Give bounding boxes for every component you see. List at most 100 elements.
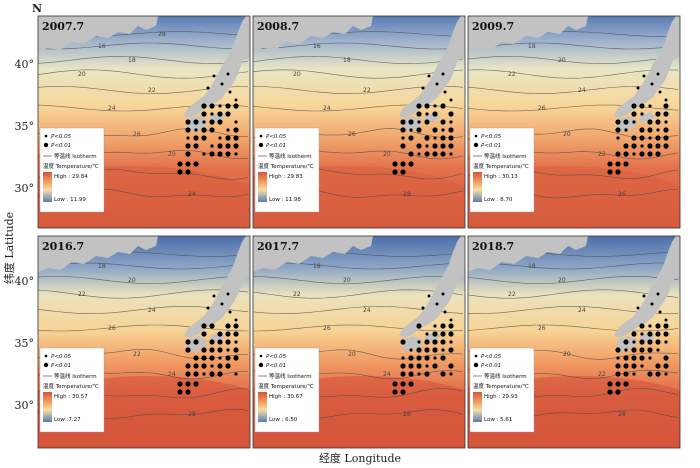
significance-dot bbox=[607, 381, 613, 387]
significance-dot bbox=[655, 135, 661, 141]
significance-dot bbox=[233, 135, 239, 141]
significance-dot bbox=[201, 323, 207, 329]
lat-tick-label: 35° bbox=[15, 120, 35, 133]
significance-dot bbox=[623, 355, 629, 361]
significance-dot bbox=[400, 371, 406, 377]
significance-dot bbox=[449, 120, 453, 124]
significance-dot bbox=[408, 381, 414, 387]
significance-dot bbox=[408, 355, 414, 361]
significance-dot bbox=[425, 144, 429, 148]
significance-dot bbox=[639, 355, 645, 361]
significance-dot bbox=[656, 72, 660, 76]
isotherm-line bbox=[468, 56, 679, 64]
isotherm-label: 20 bbox=[168, 151, 176, 158]
significance-dot bbox=[448, 127, 454, 133]
significance-dot bbox=[642, 294, 646, 298]
isotherm-label: 18 bbox=[528, 43, 536, 50]
significance-dot bbox=[417, 340, 421, 344]
isotherm-line bbox=[38, 324, 249, 332]
significance-dot bbox=[441, 348, 445, 352]
significance-dot bbox=[655, 151, 661, 157]
significance-dot bbox=[234, 372, 238, 376]
significance-dot bbox=[400, 143, 406, 149]
legend-low: Low : 8.70 bbox=[484, 197, 513, 203]
isotherm-line bbox=[253, 276, 464, 284]
legend-p005: P<0.05 bbox=[481, 354, 502, 360]
significance-dot bbox=[424, 355, 430, 361]
panel-frame bbox=[37, 235, 251, 449]
significance-dot bbox=[636, 86, 640, 90]
legend: P<0.05 P<0.01 等温线 Isotherm 温度 Temperature/℃… bbox=[469, 127, 535, 213]
significance-dots bbox=[392, 292, 454, 395]
significance-dot bbox=[631, 331, 637, 337]
isotherm-line bbox=[253, 324, 464, 332]
significance-dot bbox=[615, 381, 621, 387]
significance-dot bbox=[177, 381, 183, 387]
isotherm-label: 18 bbox=[528, 263, 536, 270]
legend: P<0.05 P<0.01 等温线 Isotherm 温度 Temperature/℃… bbox=[254, 347, 320, 433]
significance-dot bbox=[209, 103, 215, 109]
significance-dot bbox=[416, 143, 422, 149]
significance-dot bbox=[449, 340, 453, 344]
significance-dot bbox=[440, 151, 446, 157]
isotherm-label: 20 bbox=[293, 71, 301, 78]
significance-dot bbox=[233, 143, 239, 149]
legend-isotherm: 等温线 Isotherm bbox=[484, 372, 527, 380]
significance-dot bbox=[201, 111, 207, 117]
significance-dot bbox=[441, 292, 445, 296]
significance-dot bbox=[663, 111, 669, 117]
panel-year-label: 2017.7 bbox=[257, 240, 299, 253]
panel-year-label: 2018.7 bbox=[472, 240, 514, 253]
significance-dot bbox=[655, 323, 661, 329]
significance-dot bbox=[443, 310, 447, 314]
significance-dot bbox=[401, 356, 405, 360]
significance-dot bbox=[234, 340, 238, 344]
significance-dot bbox=[193, 339, 199, 345]
significance-dot bbox=[209, 355, 215, 361]
significance-dot bbox=[177, 389, 183, 395]
isotherm-label: 22 bbox=[508, 71, 516, 78]
significance-dot bbox=[193, 363, 199, 369]
legend-dot-small bbox=[474, 354, 478, 358]
significance-dot bbox=[401, 136, 405, 140]
isotherm-label: 28 bbox=[618, 411, 626, 418]
legend-low: Low :7.27 bbox=[54, 417, 81, 423]
significance-dot bbox=[209, 371, 215, 377]
significance-dot bbox=[432, 127, 438, 133]
significance-dot bbox=[440, 119, 446, 125]
significance-dot bbox=[440, 355, 446, 361]
significance-dot bbox=[440, 135, 446, 141]
significance-dot bbox=[392, 161, 398, 167]
legend-color-ramp bbox=[473, 392, 482, 422]
significance-dot bbox=[448, 135, 454, 141]
significance-dot bbox=[631, 103, 637, 109]
significance-dot bbox=[448, 323, 454, 329]
significance-dot bbox=[220, 302, 224, 306]
significance-dot bbox=[424, 135, 430, 141]
legend-isotherm: 等温线 Isotherm bbox=[54, 372, 97, 380]
significance-dot bbox=[435, 82, 439, 86]
isotherm-label: 24 bbox=[148, 307, 156, 314]
isotherm-label: 28 bbox=[188, 411, 196, 418]
isotherm-label: 24 bbox=[168, 371, 176, 378]
significance-dot bbox=[647, 339, 653, 345]
isotherm-label: 28 bbox=[403, 411, 411, 418]
isotherm-label: 20 bbox=[563, 131, 571, 138]
significance-dot bbox=[663, 355, 669, 361]
isotherm-label: 28 bbox=[403, 191, 411, 198]
significance-dot bbox=[193, 355, 199, 361]
isotherm-label: 18 bbox=[128, 57, 136, 64]
legend-dot-large bbox=[258, 362, 264, 368]
significance-dot bbox=[400, 119, 406, 125]
significance-dot bbox=[664, 318, 668, 322]
lat-tick-label: 30° bbox=[15, 399, 35, 412]
significance-dot bbox=[212, 294, 216, 298]
significance-dot bbox=[202, 152, 206, 156]
significance-dot bbox=[234, 152, 238, 156]
isotherm-label: 24 bbox=[108, 105, 116, 112]
significance-dot bbox=[424, 339, 430, 345]
significance-dot bbox=[615, 151, 621, 157]
